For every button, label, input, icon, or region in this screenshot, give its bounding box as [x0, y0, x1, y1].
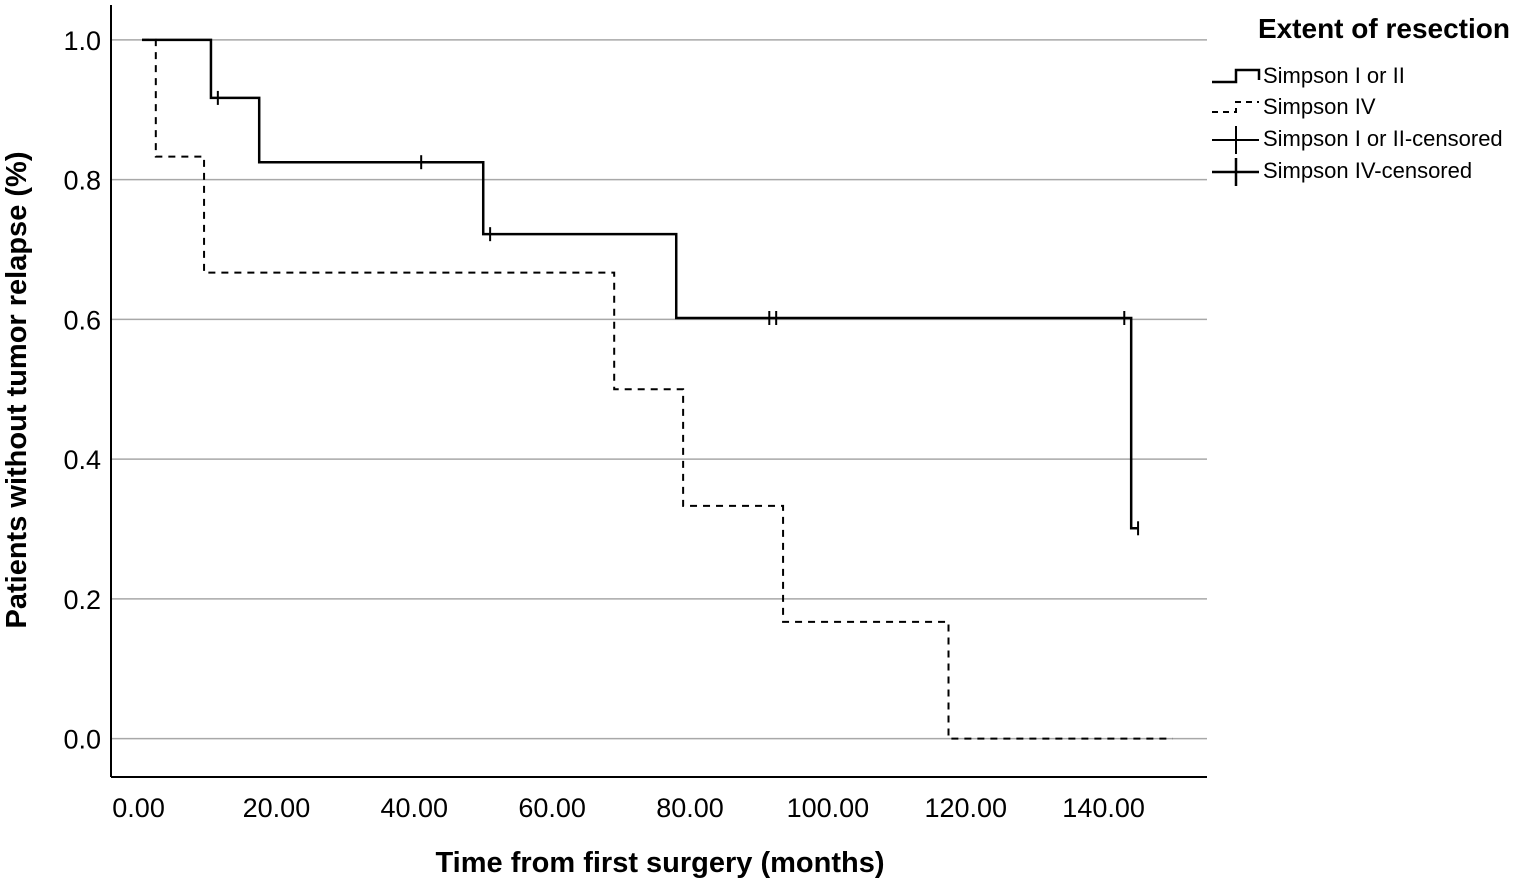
legend-title: Extent of resection: [1258, 13, 1510, 44]
legend-swatch-simpson-i-ii: [1212, 68, 1261, 84]
y-tick-label-4: 0.8: [63, 166, 101, 196]
legend-label-simpson-iv-censored: Simpson IV-censored: [1263, 158, 1472, 183]
censor-marks: [216, 90, 1140, 536]
legend-label-simpson-i-ii: Simpson I or II: [1263, 63, 1405, 88]
x-tick-label-4: 80.00: [656, 793, 724, 823]
x-tick-label-6: 120.00: [924, 793, 1007, 823]
y-axis-title: Patients without tumor relapse (%): [1, 152, 33, 629]
legend: Extent of resection Simpson I or II Simp…: [1212, 13, 1510, 186]
y-tick-label-3: 0.6: [63, 305, 101, 335]
curve-series-1: [142, 38, 1173, 740]
legend-swatch-simpson-iv-censored: [1212, 158, 1259, 186]
x-tick-label-0: 0.00: [112, 793, 165, 823]
y-tick-label-5: 1.0: [63, 26, 101, 56]
y-tick-label-1: 0.2: [63, 585, 101, 615]
survival-curves: [142, 38, 1173, 740]
axes: [110, 5, 1207, 778]
x-tick-label-1: 20.00: [243, 793, 311, 823]
gridlines: [111, 39, 1207, 740]
tick-labels: 0.0 0.2 0.4 0.6 0.8 1.0 0.00 20.00 40.00 60.00 80.…: [63, 26, 1144, 823]
legend-swatch-simpson-iv: [1212, 101, 1259, 113]
x-axis-title: Time from first surgery (months): [435, 847, 884, 879]
x-tick-label-2: 40.00: [381, 793, 449, 823]
y-tick-label-2: 0.4: [63, 445, 101, 475]
legend-label-simpson-iv: Simpson IV: [1263, 94, 1376, 119]
legend-label-simpson-i-ii-censored: Simpson I or II-censored: [1263, 126, 1503, 151]
x-tick-label-5: 100.00: [787, 793, 870, 823]
curve-series-0: [142, 38, 1139, 530]
x-tick-label-3: 60.00: [518, 793, 586, 823]
x-tick-label-7: 140.00: [1062, 793, 1145, 823]
y-tick-label-0: 0.0: [63, 725, 101, 755]
legend-swatch-simpson-i-ii-censored: [1212, 126, 1259, 154]
